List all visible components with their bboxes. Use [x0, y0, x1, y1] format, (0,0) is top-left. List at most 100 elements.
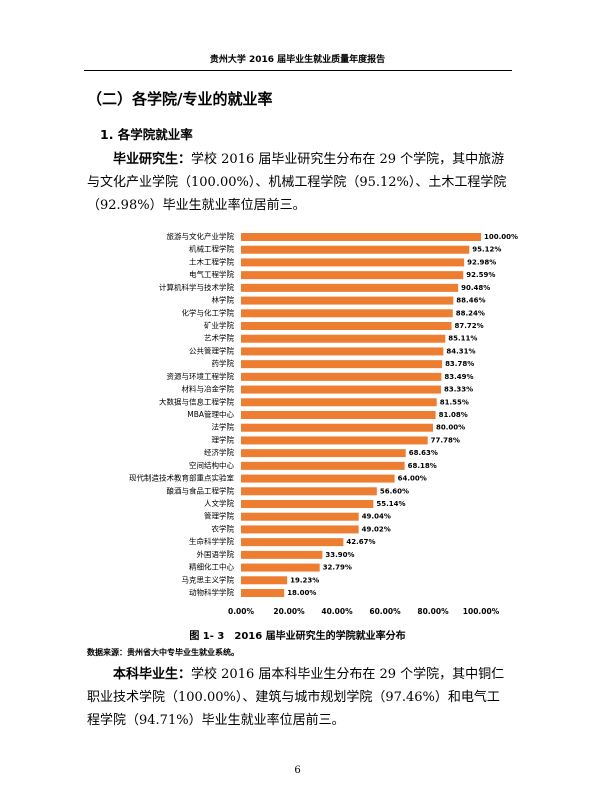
category-label: 机械工程学院: [189, 244, 234, 254]
category-label: 外国语学院: [197, 549, 235, 559]
value-label: 95.12%: [472, 246, 501, 254]
bar: [241, 398, 437, 407]
category-label: 公共管理学院: [189, 345, 234, 355]
bar: [241, 449, 406, 458]
page-number: 6: [294, 765, 301, 776]
bar: [241, 423, 433, 432]
value-label: 55.14%: [376, 500, 405, 508]
category-label: 空间结构中心: [189, 460, 234, 470]
bar: [241, 258, 465, 267]
value-label: 32.79%: [323, 564, 352, 572]
bar: [241, 296, 454, 305]
category-label: 管理学院: [204, 511, 234, 521]
value-label: 64.00%: [398, 475, 427, 483]
category-label: 法学院: [212, 422, 235, 432]
category-label: 现代制造技术教育部重点实验室: [129, 473, 234, 483]
bar: [241, 334, 446, 343]
value-label: 68.18%: [408, 462, 437, 470]
category-label: 资源与环境工程学院: [167, 371, 235, 381]
bar: [241, 461, 405, 470]
value-label: 92.59%: [466, 271, 495, 279]
value-label: 88.46%: [456, 297, 485, 305]
x-tick-label: 80.00%: [417, 607, 449, 616]
bar: [241, 487, 377, 496]
value-label: 83.78%: [445, 360, 474, 368]
bar: [241, 589, 285, 597]
bar: [241, 309, 453, 318]
value-label: 100.00%: [484, 233, 518, 241]
x-tick-label: 60.00%: [369, 607, 401, 616]
bar: [241, 474, 395, 483]
paragraph: 本科毕业生：学校 2016 届本科毕业生分布在 29 个学院，其中铜仁职业技术学…: [87, 663, 512, 732]
bar: [241, 233, 481, 241]
value-label: 84.31%: [446, 347, 475, 355]
category-label: 酿酒与食品工程学院: [167, 485, 235, 495]
value-label: 90.48%: [461, 284, 490, 292]
category-label: 土木工程学院: [189, 256, 234, 266]
category-label: 马克思主义学院: [182, 574, 235, 584]
value-label: 92.98%: [467, 258, 496, 266]
value-label: 80.00%: [436, 424, 465, 432]
category-label: 林学院: [212, 295, 235, 305]
bar: [241, 512, 359, 521]
category-label: 药学院: [212, 358, 235, 368]
category-label: 艺术学院: [204, 333, 234, 343]
value-label: 68.63%: [409, 449, 438, 457]
bar: [241, 372, 442, 381]
value-label: 19.23%: [290, 576, 319, 584]
header-title: 贵州大学 2016 届毕业生就业质量年度报告: [209, 55, 386, 65]
value-label: 88.24%: [456, 309, 485, 317]
category-label: 化学与化工学院: [182, 307, 235, 317]
chart: 0.00% 20.00% 40.00% 60.00% 80.00% 100.00% 旅游与文…: [129, 231, 518, 616]
value-label: 81.55%: [440, 398, 469, 406]
bar: [241, 322, 452, 330]
section-heading: （二）各学院/专业的就业率: [87, 90, 273, 108]
value-label: 85.11%: [448, 335, 477, 343]
value-label: 87.72%: [455, 322, 484, 330]
value-label: 33.90%: [325, 551, 354, 559]
value-label: 49.02%: [362, 525, 391, 533]
category-label: 精细化工中心: [189, 562, 234, 572]
bar: [241, 245, 470, 254]
category-label: 电气工程学院: [189, 269, 234, 279]
lead: 本科毕业生：: [113, 667, 192, 682]
value-label: 81.08%: [439, 411, 468, 419]
category-label: 经济学院: [204, 447, 234, 457]
value-label: 77.78%: [431, 436, 460, 444]
bar: [241, 347, 444, 356]
figure-caption: 图 1- 3 2016 届毕业研究生的学院就业率分布: [189, 631, 406, 642]
value-label: 42.67%: [346, 538, 375, 546]
value-label: 83.49%: [444, 373, 473, 381]
category-label: 动物科学学院: [189, 587, 234, 597]
category-label: 材料与冶金学院: [182, 384, 235, 394]
sub-heading: 1. 各学院就业率: [100, 127, 193, 142]
bar: [241, 563, 320, 572]
category-label: 矿业学院: [204, 320, 234, 330]
x-tick-label: 20.00%: [273, 607, 305, 616]
lead: 毕业研究生：: [113, 152, 192, 167]
bar: [241, 525, 359, 534]
category-label: 理学院: [212, 434, 235, 444]
bar: [241, 576, 288, 585]
value-label: 49.04%: [362, 513, 391, 521]
category-label: 农学院: [212, 523, 235, 533]
bar: [241, 360, 443, 369]
x-tick-label: 0.00%: [228, 607, 255, 616]
x-tick-label: 40.00%: [321, 607, 353, 616]
bar: [241, 283, 459, 292]
category-label: 生命科学学院: [189, 536, 234, 546]
category-label: MBA管理中心: [187, 409, 234, 419]
paragraph: 毕业研究生：学校 2016 届毕业研究生分布在 29 个学院，其中旅游与文化产业…: [87, 148, 512, 217]
bar: [241, 500, 374, 508]
header-rule: [84, 70, 512, 71]
value-label: 18.00%: [287, 589, 316, 597]
bar: [241, 411, 436, 419]
bar: [241, 436, 428, 445]
category-label: 旅游与文化产业学院: [167, 231, 235, 241]
paragraph-text: 学校 2016 届毕业研究生分布在 29 个学院，其中旅游与文化产业学院（100…: [87, 152, 507, 213]
value-label: 83.33%: [444, 386, 473, 394]
category-label: 大数据与信息工程学院: [159, 396, 234, 406]
figure-source: 数据来源：贵州省大中专毕业生就业系统。: [87, 648, 239, 657]
category-label: 人文学院: [204, 498, 234, 508]
